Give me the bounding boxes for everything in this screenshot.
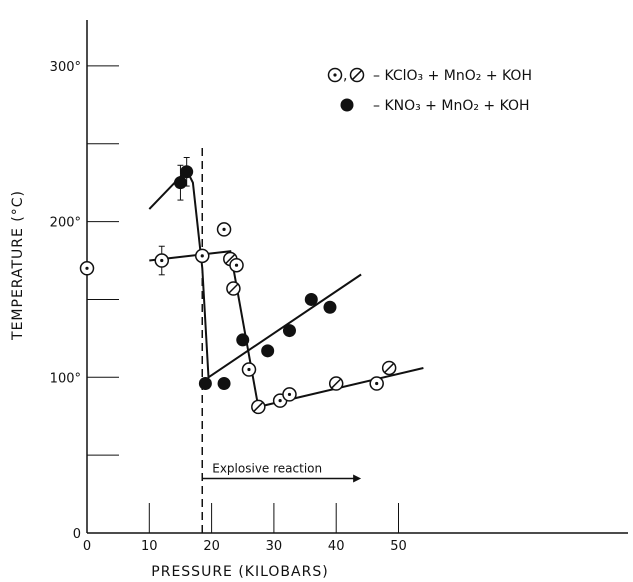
x-axis-title: PRESSURE (KILOBARS): [151, 564, 328, 580]
marker-slash: [384, 363, 394, 373]
marker-dot: [200, 254, 204, 258]
y-axis-title: TEMPERATURE (°C): [10, 190, 26, 341]
legend-symbol-slash: [352, 70, 362, 80]
marker-slash: [253, 402, 264, 412]
kno3-point: [173, 176, 187, 190]
marker-dot: [85, 266, 89, 270]
kno3-point: [180, 165, 194, 179]
kno3-point: [198, 377, 212, 391]
marker-dot: [160, 258, 164, 263]
legend-entry-kclo3: – KClO₃ + MnO₂ + KOH: [373, 68, 532, 84]
marker-slash: [331, 378, 342, 389]
marker-dot: [247, 367, 251, 372]
x-tick-label: 0: [83, 539, 91, 554]
fit-line: [148, 168, 362, 380]
explosive-reaction-label: Explosive reaction: [212, 462, 322, 476]
kno3-point: [304, 292, 318, 306]
y-tick-label: 200°: [50, 216, 81, 231]
marker-dot: [222, 227, 226, 231]
legend-entry-kno3: – KNO₃ + MnO₂ + KOH: [373, 98, 530, 114]
x-tick-label: 40: [328, 539, 345, 554]
marker-slash: [228, 283, 239, 294]
x-tick-label: 10: [141, 539, 158, 554]
marker-slash: [225, 254, 236, 264]
y-tick-label: 300°: [50, 60, 81, 75]
marker-dot: [278, 399, 282, 403]
kno3-point: [236, 333, 250, 347]
y-tick-label: 0: [73, 527, 81, 542]
y-tick-label: 100°: [50, 371, 81, 386]
marker-dot: [375, 381, 379, 386]
x-tick-label: 30: [266, 539, 283, 554]
legend-symbol-dot: [333, 73, 337, 77]
marker-dot: [287, 392, 292, 397]
legend-comma: ,: [343, 68, 347, 84]
kno3-point: [261, 344, 275, 358]
arrow-head: [353, 474, 362, 483]
x-tick-label: 20: [203, 539, 220, 554]
kno3-point: [217, 377, 231, 391]
x-tick-label: 50: [390, 539, 407, 554]
kno3-point: [282, 324, 296, 338]
marker-dot: [234, 263, 239, 267]
kno3-point: [323, 300, 337, 314]
legend-symbol-filled: [340, 98, 354, 112]
